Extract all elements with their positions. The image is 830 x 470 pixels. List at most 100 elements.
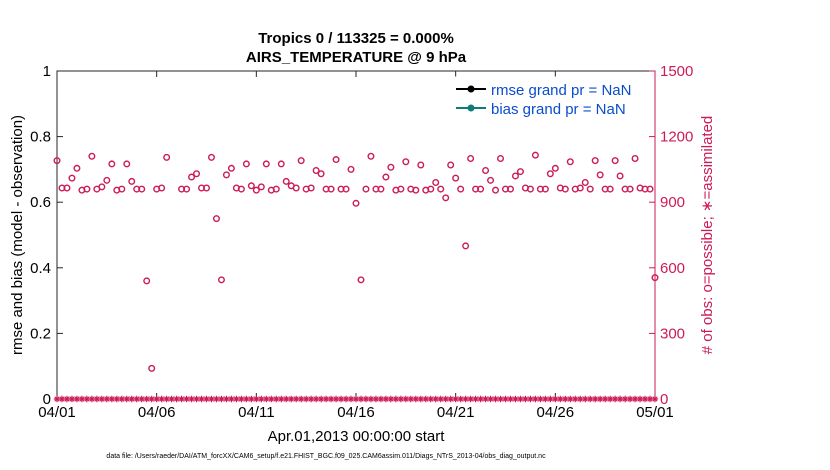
- assimilated-obs-point: [606, 395, 614, 403]
- legend-box: [445, 76, 652, 118]
- assimilated-obs-point: [123, 395, 130, 403]
- assimilated-obs-point: [347, 395, 355, 403]
- assimilated-obs-point: [552, 395, 559, 403]
- assimilated-obs-point: [228, 395, 235, 403]
- assimilated-obs-point: [537, 395, 544, 403]
- possible-obs-point: [108, 160, 116, 168]
- legend-rmse-label: rmse grand pr = NaN: [491, 82, 631, 99]
- possible-obs-point: [242, 160, 250, 168]
- assimilated-obs-point: [492, 395, 499, 403]
- possible-obs-point: [357, 276, 365, 284]
- assimilated-obs-point: [218, 395, 225, 403]
- x-axis: 04/01 04/06 04/11 04/16 04/21 04/26 05/01: [38, 71, 674, 421]
- assimilated-obs-point: [352, 395, 360, 403]
- possible-obs-point: [103, 176, 111, 184]
- assimilated-obs-point: [442, 395, 449, 403]
- possible-obs-point: [432, 179, 440, 187]
- assimilated-obs-point: [487, 395, 494, 403]
- assimilated-obs-point: [133, 395, 140, 403]
- assimilated-obs-point: [88, 395, 96, 403]
- possible-obs-point: [387, 163, 395, 171]
- possible-obs-point: [606, 185, 614, 193]
- assimilated-obs-point: [98, 395, 106, 403]
- assimilated-obs-point: [302, 395, 310, 403]
- assimilated-obs-point: [163, 395, 170, 403]
- assimilated-obs-point: [357, 395, 365, 403]
- assimilated-obs-point: [68, 395, 76, 403]
- x-tick-label: 04/16: [337, 404, 375, 421]
- assimilated-obs-point: [128, 395, 135, 403]
- assimilated-obs-point: [507, 395, 514, 403]
- assimilated-obs-point: [626, 395, 634, 403]
- possible-obs-point: [73, 164, 81, 172]
- assimilated-obs-point: [392, 395, 400, 403]
- assimilated-obs-point: [307, 395, 315, 403]
- assimilated-obs-point: [367, 395, 375, 403]
- assimilated-obs-point: [83, 395, 91, 403]
- assimilated-obs-point: [63, 395, 71, 403]
- possible-obs-point: [297, 157, 305, 165]
- possible-obs-point: [143, 277, 151, 285]
- possible-obs-point: [457, 185, 465, 193]
- possible-obs-point: [53, 157, 61, 165]
- x-tick-label: 05/01: [636, 404, 674, 421]
- y-axis-left: 0 0.2 0.4 0.6 0.8 1: [30, 63, 63, 408]
- assimilated-obs-point: [173, 395, 180, 403]
- possible-obs-point: [531, 151, 539, 159]
- possible-obs-point: [397, 185, 405, 193]
- possible-obs-point: [611, 157, 619, 165]
- y2-tick-label: 1500: [660, 63, 693, 80]
- assimilated-obs-point: [248, 395, 255, 403]
- possible-obs-point: [631, 154, 639, 162]
- possible-obs-point: [402, 158, 410, 166]
- assimilated-obs-point: [188, 395, 195, 403]
- assimilated-obs-point: [452, 395, 459, 403]
- assimilated-obs-point: [362, 395, 370, 403]
- y-tick-label: 1: [43, 63, 51, 80]
- assimilated-obs-point: [611, 395, 619, 403]
- possible-obs-point: [217, 276, 225, 284]
- possible-obs-point: [222, 171, 230, 179]
- assimilated-obs-point: [283, 395, 290, 403]
- assimilated-obs-point: [178, 395, 185, 403]
- possible-obs-point: [262, 160, 270, 168]
- legend-bias-marker: [467, 104, 475, 112]
- assimilated-obs-point: [631, 395, 639, 403]
- possible-obs-point: [511, 172, 519, 180]
- possible-obs-point: [561, 185, 569, 193]
- assimilated-obs-point: [502, 395, 509, 403]
- assimilated-obs-point: [208, 395, 215, 403]
- possible-obs-point: [138, 185, 146, 193]
- y-axis-label: rmse and bias (model - observation): [9, 115, 26, 355]
- y-tick-label: 0.2: [30, 325, 51, 342]
- plot-area: [56, 70, 656, 400]
- assimilated-obs-point: [118, 395, 125, 403]
- possible-obs-point: [586, 185, 594, 193]
- possible-obs-point: [202, 184, 210, 192]
- assimilated-obs-point: [273, 395, 280, 403]
- possible-obs-point: [576, 184, 584, 192]
- assimilated-obs-point: [293, 395, 300, 403]
- possible-obs-point: [352, 199, 360, 207]
- assimilated-obs-point: [621, 395, 629, 403]
- assimilated-obs-point: [93, 395, 101, 403]
- assimilated-series: [53, 395, 659, 403]
- assimilated-obs-point: [562, 395, 569, 403]
- assimilated-obs-point: [103, 395, 111, 403]
- legend-bias-label: bias grand pr = NaN: [491, 101, 626, 118]
- y-axis-right: 0 300 600 900 1200 1500: [649, 63, 693, 408]
- possible-obs-point: [452, 174, 460, 182]
- assimilated-obs-point: [198, 395, 205, 403]
- assimilated-obs-point: [108, 395, 116, 403]
- assimilated-obs-point: [407, 395, 415, 403]
- assimilated-obs-point: [557, 395, 564, 403]
- x-tick-label: 04/21: [437, 404, 475, 421]
- possible-obs-point: [362, 185, 370, 193]
- assimilated-obs-point: [651, 395, 659, 403]
- x-axis-label: Apr.01,2013 00:00:00 start: [268, 428, 446, 445]
- possible-obs-point: [616, 172, 624, 180]
- possible-obs-point: [367, 152, 375, 160]
- assimilated-obs-point: [158, 395, 165, 403]
- assimilated-obs-point: [322, 395, 330, 403]
